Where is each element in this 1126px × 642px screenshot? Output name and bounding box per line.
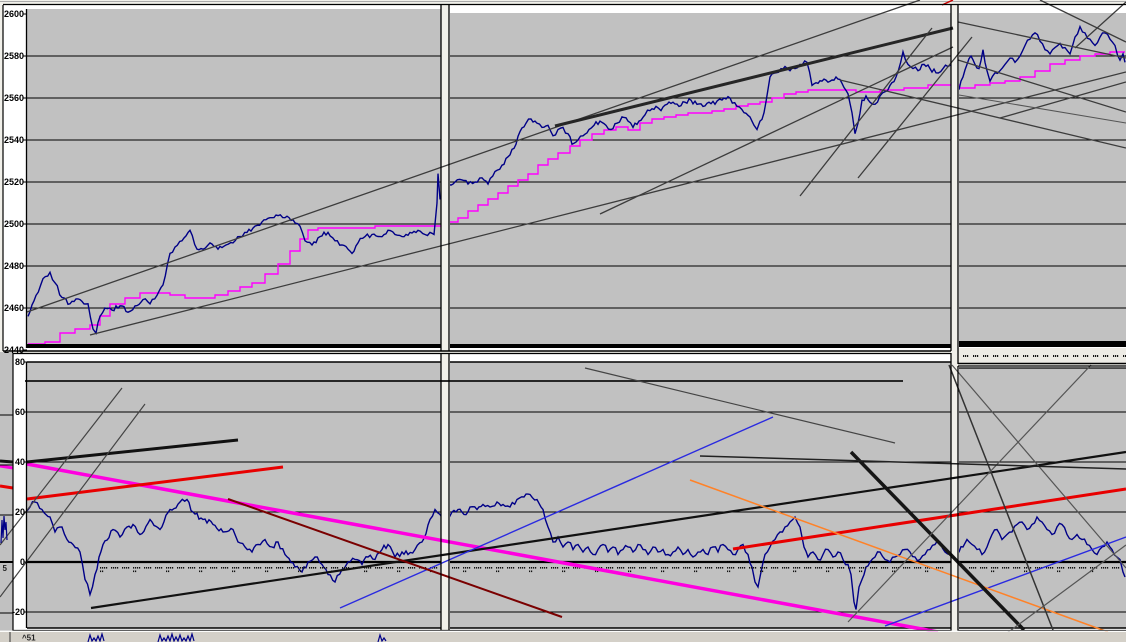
price-axis-label: 2580 — [4, 51, 24, 61]
price-axis-label: 2500 — [4, 219, 24, 229]
trendline — [689, 479, 1109, 633]
trendline — [957, 21, 1126, 59]
price-axis-label: 2480 — [4, 261, 24, 271]
oscillator-axis-label: 0 — [20, 557, 25, 567]
trendline — [847, 364, 1092, 623]
trendline — [0, 403, 146, 598]
trendline — [0, 484, 14, 490]
trendline — [0, 459, 14, 464]
oscillator-axis-label: 80 — [15, 357, 25, 367]
trendline — [849, 450, 1026, 632]
trendline — [1039, 0, 1126, 43]
trendline — [994, 544, 1126, 642]
time-tick-dots-top-right — [963, 355, 1126, 357]
price-plot-area — [27, 9, 441, 345]
trendline — [26, 438, 239, 464]
trendline — [227, 498, 563, 618]
trendline — [857, 36, 973, 179]
price-axis-label: 2440 — [4, 345, 24, 355]
price-axis-label: 2520 — [4, 177, 24, 187]
trendline — [1074, 1, 1126, 49]
price-axis-label: 2600 — [4, 9, 24, 19]
price-plot-area — [450, 13, 951, 345]
trendline — [948, 364, 1054, 631]
trendline — [884, 536, 1126, 627]
taskbar-strip — [0, 632, 1126, 642]
trendline — [554, 26, 954, 128]
trendline — [0, 464, 14, 470]
price-plot-area — [959, 13, 1126, 341]
trendline — [957, 59, 1126, 113]
price-axis-label: 2540 — [4, 135, 24, 145]
taskbar-chart-mark — [157, 631, 195, 642]
oscillator-line — [27, 493, 1126, 610]
sliver-oscillator-bit — [0, 515, 8, 544]
trendline — [699, 455, 1126, 470]
taskbar-chart-mark — [377, 632, 387, 642]
trendline — [839, 79, 1126, 149]
trendline — [599, 46, 954, 215]
trendline — [90, 450, 1126, 610]
oscillator-plot-area — [27, 362, 441, 628]
price-axis-label: 2560 — [4, 93, 24, 103]
trendline — [0, 387, 123, 546]
price-line — [27, 24, 1126, 335]
oscillator-plot-area — [450, 362, 951, 628]
trendline — [26, 0, 921, 313]
moving-average-line — [28, 51, 1125, 345]
oscillator-axis-label: -20 — [12, 607, 25, 617]
time-axis-strip — [958, 348, 1126, 363]
taskbar-chart-mark — [87, 631, 105, 642]
trendline — [999, 81, 1126, 119]
price-axis-label: 2460 — [4, 303, 24, 313]
taskbar-label: ^51 — [22, 634, 36, 642]
oscillator-axis-label: 60 — [15, 407, 25, 417]
trendline — [584, 367, 896, 444]
trendline — [732, 487, 1126, 551]
price-panel-bottom-bar — [959, 341, 1126, 347]
trendline — [339, 416, 774, 609]
trendline — [799, 27, 933, 197]
oscillator-axis-label: 20 — [15, 507, 25, 517]
oscillator-plot-area — [959, 368, 1126, 628]
trendline — [26, 465, 284, 501]
trendline — [89, 71, 1126, 336]
price-panel-bottom-bar — [27, 344, 441, 348]
sliver-axis-label: 5 — [3, 564, 8, 573]
price-panel-bottom-bar — [450, 344, 951, 348]
trendline — [958, 94, 1126, 124]
oscillator-axis-label: 40 — [15, 457, 25, 467]
